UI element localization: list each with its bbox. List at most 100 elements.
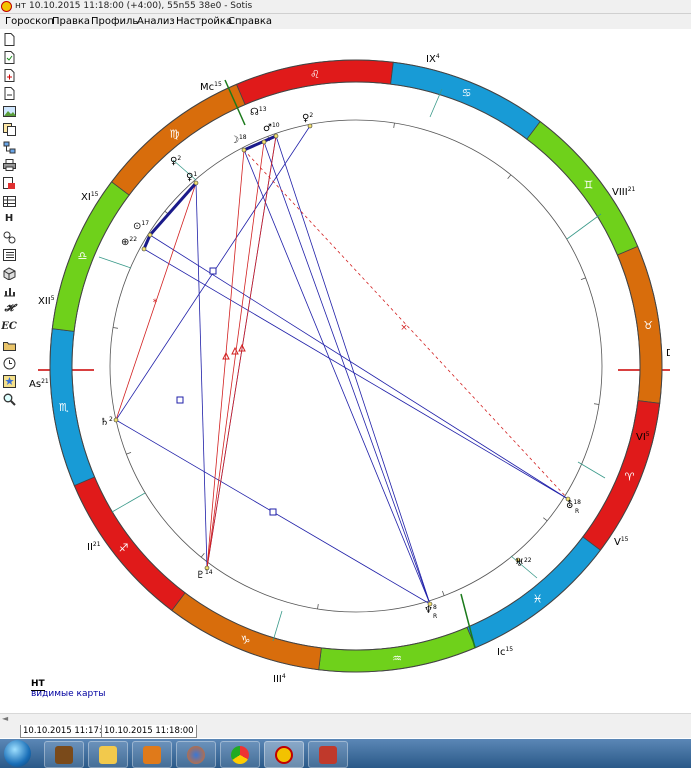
planet-dots (113, 123, 571, 607)
ec-icon[interactable]: EC (1, 321, 17, 332)
planet-circle (109, 119, 603, 613)
planet-label: ♀2 (170, 155, 181, 167)
house-label: XII5 (38, 295, 55, 307)
house-label: III4 (273, 673, 286, 685)
angle-label: Ic15 (497, 646, 513, 658)
aspect-lines-red (115, 135, 569, 569)
outer-ring-border (49, 59, 663, 673)
horizontal-scrollbar[interactable]: ◄ (0, 713, 691, 724)
planet-label: ☊13 (250, 106, 267, 118)
menu-bar: Гороскоп Правка Профиль Анализ Настройка… (0, 14, 691, 29)
conjunction-line (142, 234, 152, 250)
house-label: V15 (614, 536, 629, 548)
zodiac-sign-glyph: ♏ (59, 401, 69, 414)
network-icon[interactable] (2, 140, 16, 154)
house-label: IX4 (426, 53, 440, 65)
angle-label: Mc15 (200, 81, 222, 93)
horoscope-wheel[interactable]: ♌ ♋ ♊ ♉ ♈ ♓ ♒ ♑ ♐ ♏ ♎ ♍ (20, 30, 670, 690)
zodiac-sign-glyph: ♐ (119, 542, 129, 555)
add-document-icon[interactable] (2, 68, 16, 82)
zoom-icon[interactable] (2, 392, 16, 406)
planet-label: ☽18 (230, 134, 247, 146)
planet-label: ♅22 (515, 557, 532, 569)
zodiac-segment (582, 400, 661, 551)
conjunction-line (148, 182, 198, 236)
house-label: XI15 (81, 191, 99, 203)
zodiac-segment (390, 61, 541, 140)
taskbar-media-player-icon[interactable] (132, 741, 172, 768)
list-icon[interactable] (2, 248, 16, 262)
new-document-icon[interactable] (2, 32, 16, 46)
chart-tab-2[interactable]: 10.10.2015 11:18:00 (101, 725, 197, 738)
zodiac-sign-glyph: ♓ (533, 592, 543, 605)
window-title: нт 10.10.2015 11:18:00 (+4:00), 55n55 38… (15, 1, 253, 11)
taskbar-firefox-icon[interactable] (176, 741, 216, 768)
planet-label: ♀1 (186, 171, 197, 183)
menu-horoscope[interactable]: Гороскоп (5, 16, 54, 27)
taskbar-explorer-icon[interactable] (88, 741, 128, 768)
trine-markers (222, 343, 246, 360)
inner-ring-border (71, 81, 641, 651)
planet-label: ♀2 (302, 112, 313, 124)
menu-edit[interactable]: Правка (52, 16, 91, 27)
house-label: II21 (87, 541, 101, 553)
midheaven-line (224, 79, 246, 126)
zodiac-sign-glyph: ♌ (310, 68, 320, 81)
folder-icon[interactable] (2, 338, 16, 352)
taskbar-app-game-icon[interactable] (44, 741, 84, 768)
chart-tab-bar: 10.10.2015 11:17:53 10.10.2015 11:18:00 (0, 724, 691, 738)
sotis-app-icon (1, 1, 12, 12)
taskbar-chrome-icon[interactable] (220, 741, 260, 768)
scroll-left-arrow-icon[interactable]: ◄ (2, 714, 9, 723)
zodiac-ring: ♌ ♋ ♊ ♉ ♈ ♓ ♒ ♑ ♐ ♏ ♎ ♍ (49, 59, 663, 673)
zodiac-sign-glyph: ♈ (625, 471, 635, 484)
title-bar: нт 10.10.2015 11:18:00 (+4:00), 55n55 38… (0, 0, 691, 14)
house-label: VI5 (636, 431, 650, 443)
menu-analysis[interactable]: Анализ (137, 16, 175, 27)
zodiac-sign-glyph: ♉ (643, 319, 653, 332)
taskbar-sotis-icon[interactable] (264, 741, 304, 768)
start-button-icon[interactable] (4, 740, 31, 767)
clock-icon[interactable] (2, 356, 16, 370)
zodiac-sign-glyph: ♋ (462, 86, 472, 99)
zodiac-sign-glyph: ♒ (392, 652, 402, 665)
taskbar-presentation-icon[interactable] (308, 741, 348, 768)
legend-title: НТ (31, 679, 45, 691)
windows-taskbar (0, 739, 691, 768)
aspects-icon[interactable] (2, 230, 16, 244)
menu-profile[interactable]: Профиль (91, 16, 139, 27)
planet-label: ⛢18 R (566, 499, 581, 515)
imum-coeli-line (460, 593, 476, 649)
copy-icon[interactable] (2, 122, 16, 136)
zodiac-segment (171, 592, 322, 671)
table-icon[interactable] (2, 194, 16, 208)
angle-label: As21 (29, 378, 49, 390)
menu-help[interactable]: Справка (228, 16, 273, 27)
open-document-icon[interactable] (2, 50, 16, 64)
angle-label: Ds21 (666, 347, 670, 359)
zodiac-sign-glyph: ♍ (169, 128, 179, 141)
h-icon[interactable]: H (4, 213, 14, 224)
h-script-icon[interactable]: 𝓗 (4, 303, 14, 314)
bar-chart-icon[interactable] (2, 284, 16, 298)
planet-label: ♇14 (196, 569, 213, 581)
subtract-document-icon[interactable] (2, 86, 16, 100)
aspect-markers (176, 267, 277, 516)
cube-icon[interactable] (2, 266, 16, 280)
zodiac-sign-glyph: ♎ (78, 249, 88, 262)
opposition-marker: × (400, 323, 408, 333)
planet-label: ⊙17 (133, 220, 149, 232)
print-preview-icon[interactable] (2, 176, 16, 190)
planet-label: ⊕22 (121, 236, 137, 248)
image-icon[interactable] (2, 104, 16, 118)
house-label: VIII21 (612, 186, 636, 198)
print-icon[interactable] (2, 158, 16, 172)
square-marker: * (153, 298, 158, 308)
planet-label: ♄2 (100, 416, 113, 428)
planet-label: ♂10 (263, 122, 280, 134)
legend-subtitle[interactable]: видимые карты (31, 689, 106, 699)
menu-settings[interactable]: Настройка (176, 16, 233, 27)
star-map-icon[interactable] (2, 374, 16, 388)
zodiac-sign-glyph: ♑ (241, 634, 251, 647)
zodiac-segment (51, 181, 130, 332)
